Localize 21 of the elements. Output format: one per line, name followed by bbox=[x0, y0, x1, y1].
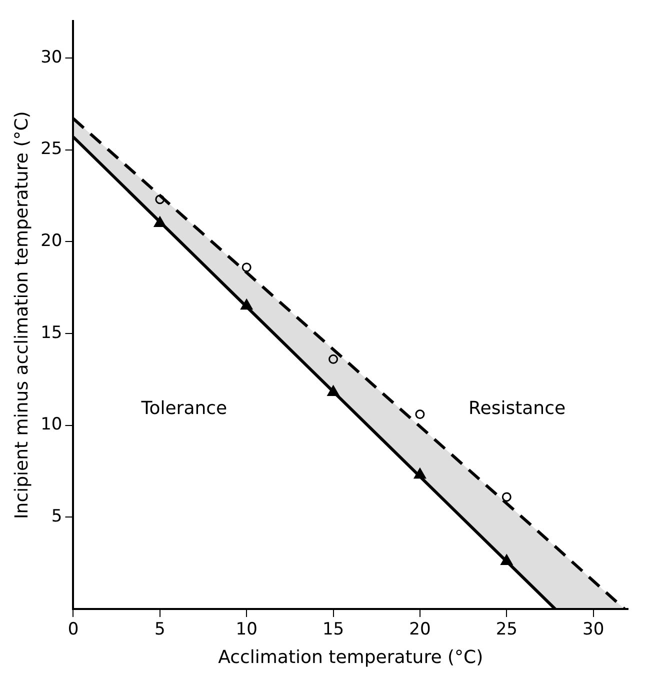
point bbox=[415, 410, 425, 420]
point bbox=[242, 262, 252, 272]
y-tick-label: 10 bbox=[40, 414, 62, 435]
x-tick-label: 5 bbox=[154, 620, 166, 640]
x-tick-label: 25 bbox=[496, 620, 518, 640]
x-tick-label: 20 bbox=[409, 620, 431, 640]
point bbox=[502, 492, 512, 502]
y-tick-label: 25 bbox=[40, 139, 62, 160]
y-tick-label: 20 bbox=[40, 231, 62, 252]
x-axis-title: Acclimation temperature (°C) bbox=[218, 646, 484, 668]
x-tick-label: 15 bbox=[322, 620, 344, 640]
y-tick-label: 5 bbox=[51, 506, 62, 527]
x-tick-label: 30 bbox=[582, 620, 604, 640]
annotation: Resistance bbox=[468, 398, 566, 419]
point bbox=[328, 354, 338, 364]
annotation: Tolerance bbox=[140, 398, 228, 419]
y-tick-label: 15 bbox=[40, 322, 62, 343]
x-tick-label: 10 bbox=[236, 620, 258, 640]
y-axis-title: Incipient minus acclimation temperature (°C) bbox=[11, 111, 32, 520]
y-tick-label: 30 bbox=[40, 47, 62, 68]
x-tick-label: 0 bbox=[68, 620, 79, 640]
